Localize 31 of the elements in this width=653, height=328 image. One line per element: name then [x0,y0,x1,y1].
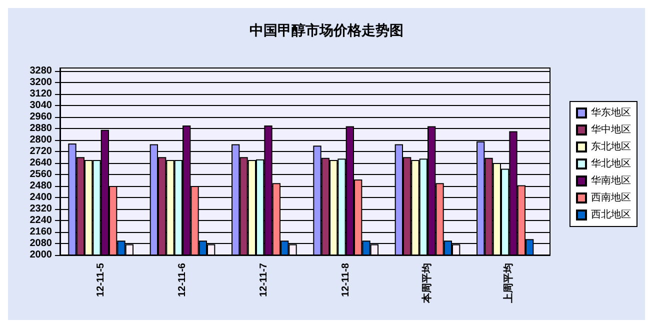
legend-label: 华南地区 [591,174,631,186]
y-tick-label: 2240 [30,214,52,226]
y-tick-label: 3040 [30,100,52,111]
x-tick-label: 12-11-8 [340,262,352,297]
y-tick-label: 2160 [30,226,52,238]
y-tick-label: 3200 [30,76,52,88]
x-tick-label: 12-11-6 [177,262,188,297]
y-tick-label: 2320 [30,203,52,214]
y-tick-label: 2960 [30,111,52,122]
x-tick-label: 上周平均 [502,263,515,304]
y-tick-label: 2560 [30,168,52,180]
y-tick-label: 2720 [30,146,52,157]
legend-label: 西南地区 [591,192,631,204]
y-tick-label: 2400 [30,192,52,203]
x-tick-label: 12-11-7 [258,262,270,297]
legend-label: 西北地区 [591,208,631,220]
y-tick-label: 2640 [30,157,52,168]
y-tick-label: 3120 [30,88,52,100]
y-tick-label: 3280 [30,65,52,76]
legend-label: 东北地区 [591,140,631,152]
legend-label: 华东地区 [591,106,631,118]
y-tick-label: 2080 [30,238,52,249]
y-tick-label: 2000 [30,250,52,260]
y-tick-label: 2800 [30,134,52,146]
y-tick-label: 2880 [30,122,52,134]
x-tick-label: 12-11-5 [95,262,106,297]
chart-title: 中国甲醇市场价格走势图 [250,22,404,38]
y-tick-label: 2480 [30,180,52,192]
legend-label: 华中地区 [591,124,631,136]
legend-label: 华北地区 [591,158,631,170]
x-tick-label: 本周平均 [421,263,433,304]
